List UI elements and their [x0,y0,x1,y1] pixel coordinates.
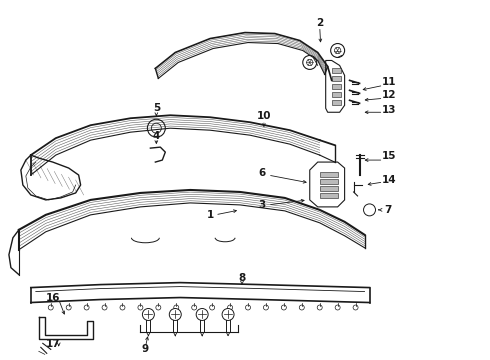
Circle shape [143,309,154,320]
Polygon shape [310,162,344,207]
Circle shape [48,305,53,310]
Circle shape [317,305,322,310]
Circle shape [192,305,196,310]
Text: 14: 14 [382,175,397,185]
Circle shape [222,309,234,320]
Circle shape [102,305,107,310]
Bar [332,84,341,89]
Circle shape [331,44,344,58]
Circle shape [299,305,304,310]
Circle shape [353,305,358,310]
Bar [332,68,341,73]
Circle shape [66,305,71,310]
Circle shape [84,305,89,310]
Text: 15: 15 [382,151,397,161]
Circle shape [120,305,125,310]
Text: 9: 9 [142,345,149,354]
Text: 4: 4 [153,131,160,141]
Text: 2: 2 [316,18,323,28]
Circle shape [245,305,250,310]
Circle shape [196,309,208,320]
Circle shape [281,305,286,310]
Circle shape [210,305,215,310]
Circle shape [264,305,269,310]
Text: 10: 10 [257,111,271,121]
Circle shape [364,204,375,216]
Bar [332,92,341,97]
Bar [319,172,338,177]
Bar [319,193,338,198]
Circle shape [169,309,181,320]
Circle shape [138,305,143,310]
Circle shape [303,55,317,69]
Text: 13: 13 [382,105,397,115]
Text: 16: 16 [46,293,60,302]
Circle shape [147,119,165,137]
Circle shape [174,305,179,310]
Text: 12: 12 [382,90,397,100]
Bar [319,179,338,184]
Text: 17: 17 [46,339,60,349]
Circle shape [335,48,341,54]
Circle shape [335,305,340,310]
Text: 5: 5 [153,103,160,113]
Text: 8: 8 [239,273,245,283]
Bar [332,76,341,81]
Text: 7: 7 [384,205,391,215]
Circle shape [227,305,233,310]
Text: 3: 3 [258,200,266,210]
Bar [332,100,341,105]
Circle shape [156,305,161,310]
Text: 6: 6 [258,168,266,178]
Bar [319,186,338,191]
Text: 1: 1 [206,210,214,220]
Polygon shape [326,60,344,112]
Text: 11: 11 [382,77,397,87]
Circle shape [151,123,161,133]
Circle shape [307,59,313,66]
